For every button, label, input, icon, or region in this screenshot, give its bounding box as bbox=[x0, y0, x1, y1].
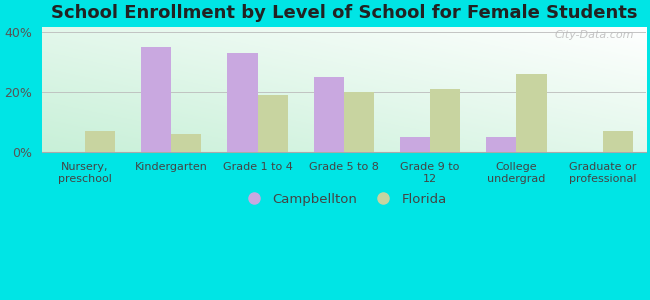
Legend: Campbellton, Florida: Campbellton, Florida bbox=[235, 188, 452, 211]
Bar bbox=[171, 134, 202, 152]
Bar bbox=[603, 131, 633, 152]
Bar bbox=[141, 47, 171, 152]
Text: City-Data.com: City-Data.com bbox=[554, 30, 634, 40]
Bar bbox=[486, 137, 516, 152]
Bar bbox=[344, 92, 374, 152]
Bar bbox=[516, 74, 547, 152]
Bar bbox=[85, 131, 115, 152]
Title: School Enrollment by Level of School for Female Students: School Enrollment by Level of School for… bbox=[51, 4, 637, 22]
Bar bbox=[313, 77, 344, 152]
Bar bbox=[227, 53, 257, 152]
Bar bbox=[430, 89, 460, 152]
Bar bbox=[257, 95, 288, 152]
Bar bbox=[400, 137, 430, 152]
